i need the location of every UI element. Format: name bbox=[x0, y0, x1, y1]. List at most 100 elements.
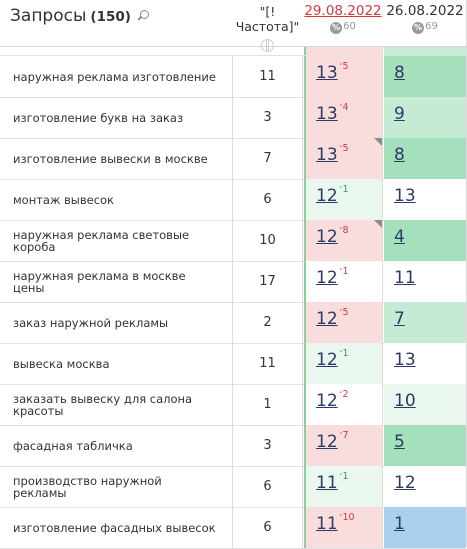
query-text: наружная реклама световые короба bbox=[13, 227, 190, 254]
frequency-value: 17 bbox=[232, 261, 303, 302]
position-change-down: ˅4 bbox=[339, 102, 349, 113]
date-label-1[interactable]: 29.08.2022 bbox=[304, 3, 382, 19]
position-cell-date-1: 12 ˅7 bbox=[304, 425, 383, 466]
queries-title: Запросы bbox=[10, 6, 87, 26]
position-link[interactable]: 13 bbox=[316, 145, 338, 165]
search-icon[interactable] bbox=[137, 10, 149, 22]
position-cell-date-2: 11 bbox=[384, 261, 466, 302]
position-cell-date-2: 1 bbox=[384, 507, 466, 548]
position-link[interactable]: 13 bbox=[316, 63, 338, 83]
position-change-value: 5 bbox=[342, 61, 349, 72]
query-text: изготовление букв на заказ bbox=[13, 110, 184, 125]
arrow-up-icon: ˄ bbox=[339, 186, 343, 194]
percent-icon: % bbox=[330, 22, 343, 34]
arrow-up-icon: ˄ bbox=[339, 350, 343, 358]
position-link[interactable]: 8 bbox=[394, 63, 405, 83]
position-cell-date-2: 13 bbox=[384, 343, 466, 384]
arrow-down-icon: ˅ bbox=[339, 432, 343, 440]
scroll-offset-row bbox=[0, 47, 466, 56]
date-label-2[interactable]: 26.08.2022 bbox=[386, 3, 464, 19]
position-cell-date-2: 9 bbox=[384, 97, 466, 138]
position-change-value: 1 bbox=[342, 184, 349, 195]
position-link[interactable]: 1 bbox=[394, 514, 405, 534]
position-change-value: 1 bbox=[342, 471, 349, 482]
position-link[interactable]: 11 bbox=[316, 514, 338, 534]
position-cell-date-2: 7 bbox=[384, 302, 466, 343]
arrow-down-icon: ˅ bbox=[339, 104, 343, 112]
position-cell-date-1: 12 ˄1 bbox=[304, 343, 383, 384]
position-cell-date-1: 12 ˅8 bbox=[304, 220, 383, 261]
position-change-down: ˅8 bbox=[339, 225, 349, 236]
position-cell-date-2: 13 bbox=[384, 179, 466, 220]
query-text: заказать вывеску для салона красоты bbox=[13, 391, 193, 418]
globe-icon bbox=[261, 39, 274, 52]
position-link[interactable]: 12 bbox=[316, 350, 338, 370]
position-link[interactable]: 12 bbox=[316, 432, 338, 452]
date-column-header-1[interactable]: 29.08.2022 % 60 bbox=[304, 0, 382, 46]
query-text: изготовление фасадных вывесок bbox=[13, 520, 216, 535]
frequency-value: 6 bbox=[232, 179, 303, 220]
partial-cell bbox=[384, 47, 466, 55]
position-link[interactable]: 10 bbox=[394, 391, 416, 411]
position-link[interactable]: 13 bbox=[394, 350, 416, 370]
position-link[interactable]: 13 bbox=[394, 186, 416, 206]
position-link[interactable]: 12 bbox=[316, 268, 338, 288]
position-link[interactable]: 12 bbox=[316, 309, 338, 329]
arrow-up-icon: ˄ bbox=[339, 473, 343, 481]
position-cell-date-1: 13 ˅5 bbox=[304, 56, 383, 97]
position-cell-date-1: 11 ˄1 bbox=[304, 466, 383, 507]
position-change-down: ˅5 bbox=[339, 61, 349, 72]
position-cell-date-1: 11 ˅10 bbox=[304, 507, 383, 548]
position-change-up: ˄1 bbox=[339, 471, 349, 482]
table-row: заказать вывеску для салона красоты 1 12 ˅2… bbox=[0, 384, 466, 426]
frequency-value: 11 bbox=[232, 56, 303, 97]
date-column-header-2[interactable]: 26.08.2022 % 69 bbox=[384, 0, 466, 46]
frequency-value: 1 bbox=[232, 384, 303, 425]
position-link[interactable]: 8 bbox=[394, 145, 405, 165]
query-text: фасадная табличка bbox=[13, 438, 133, 453]
position-link[interactable]: 5 bbox=[394, 432, 405, 452]
position-link[interactable]: 7 bbox=[394, 309, 405, 329]
position-link[interactable]: 12 bbox=[316, 391, 338, 411]
queries-heading[interactable]: Запросы (150) bbox=[10, 6, 149, 26]
position-change-down: ˅10 bbox=[339, 512, 355, 523]
position-link[interactable]: 13 bbox=[316, 104, 338, 124]
position-link[interactable]: 12 bbox=[316, 227, 338, 247]
partial-cell bbox=[304, 47, 383, 55]
query-text: наружная реклама в москве цены bbox=[13, 268, 186, 295]
position-link[interactable]: 11 bbox=[394, 268, 416, 288]
position-change-down: ˅5 bbox=[339, 143, 349, 154]
note-corner-icon[interactable] bbox=[374, 220, 382, 228]
query-text: заказ наружной рекламы bbox=[13, 315, 169, 330]
position-change-down: ˅2 bbox=[339, 389, 349, 400]
query-text: вывеска москва bbox=[13, 356, 110, 371]
position-link[interactable]: 11 bbox=[316, 473, 338, 493]
position-cell-date-1: 12 ˅1 bbox=[304, 261, 383, 302]
frequency-value: 6 bbox=[232, 507, 303, 548]
position-change-value: 5 bbox=[342, 143, 349, 154]
position-link[interactable]: 4 bbox=[394, 227, 405, 247]
position-link[interactable]: 9 bbox=[394, 104, 405, 124]
position-cell-date-2: 5 bbox=[384, 425, 466, 466]
arrow-down-icon: ˅ bbox=[339, 63, 343, 71]
arrow-down-icon: ˅ bbox=[339, 145, 343, 153]
frequency-value: 10 bbox=[232, 220, 303, 261]
position-link[interactable]: 12 bbox=[316, 186, 338, 206]
query-text: наружная реклама изготовление bbox=[13, 69, 216, 84]
frequency-column-header[interactable]: "[!Частота]" bbox=[232, 0, 303, 52]
position-cell-date-2: 8 bbox=[384, 56, 466, 97]
percent-icon: % bbox=[412, 22, 425, 34]
position-cell-date-2: 8 bbox=[384, 138, 466, 179]
position-link[interactable]: 12 bbox=[394, 473, 416, 493]
position-cell-date-2: 4 bbox=[384, 220, 466, 261]
table-row: вывеска москва 11 12 ˄1 13 bbox=[0, 343, 466, 385]
position-cell-date-1: 13 ˅4 bbox=[304, 97, 383, 138]
arrow-down-icon: ˅ bbox=[339, 514, 343, 522]
note-corner-icon[interactable] bbox=[374, 138, 382, 146]
table-row: наружная реклама в москве цены 17 12 ˅1 11 bbox=[0, 261, 466, 303]
frequency-value: 3 bbox=[232, 97, 303, 138]
frequency-value: 2 bbox=[232, 302, 303, 343]
position-cell-date-2: 12 bbox=[384, 466, 466, 507]
position-change-value: 10 bbox=[342, 512, 355, 523]
